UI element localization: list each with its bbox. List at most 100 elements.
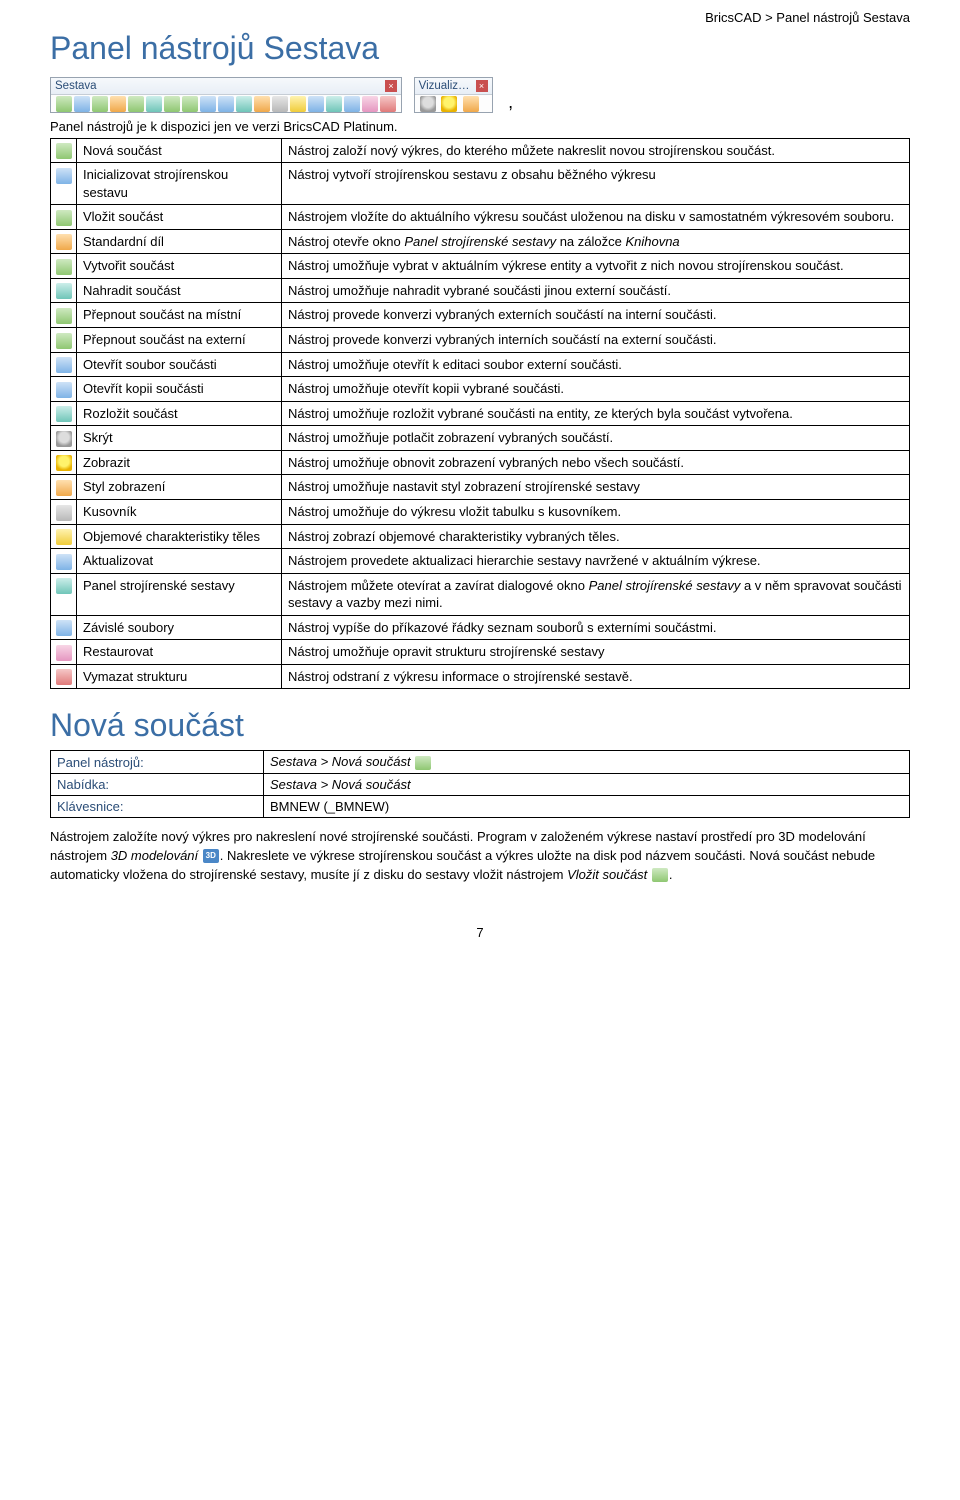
tool-name: Vymazat strukturu <box>77 664 282 689</box>
tool-desc: Nástroj umožňuje opravit strukturu stroj… <box>282 640 910 665</box>
toolbar-icon <box>164 96 180 112</box>
table-row: Otevřít kopii součástiNástroj umožňuje o… <box>51 377 910 402</box>
close-icon: × <box>385 80 397 92</box>
tool-desc: Nástroj odstraní z výkresu informace o s… <box>282 664 910 689</box>
table-row: Nahradit součástNástroj umožňuje nahradi… <box>51 278 910 303</box>
toolbar-icon <box>362 96 378 112</box>
tool-name: Aktualizovat <box>77 549 282 574</box>
tool-icon <box>56 480 72 496</box>
tool-name: Inicializovat strojírenskou sestavu <box>77 163 282 205</box>
tool-name: Kusovník <box>77 499 282 524</box>
toolbar-icon <box>200 96 216 112</box>
toolbar-icon <box>380 96 396 112</box>
tool-icon <box>56 382 72 398</box>
tool-icon <box>56 283 72 299</box>
tool-desc: Nástroj umožňuje potlačit zobrazení vybr… <box>282 426 910 451</box>
tool-name: Zobrazit <box>77 450 282 475</box>
info-value: BMNEW (_BMNEW) <box>264 796 910 818</box>
tool-name: Skrýt <box>77 426 282 451</box>
toolbar-vizualiz-title: Vizualiz… <box>419 80 470 92</box>
tool-icon <box>56 455 72 471</box>
info-row: Panel nástrojů:Sestava > Nová součást <box>51 751 910 774</box>
tool-icon <box>56 143 72 159</box>
tool-desc: Nástroj otevře okno Panel strojírenské s… <box>282 229 910 254</box>
table-row: Inicializovat strojírenskou sestavuNástr… <box>51 163 910 205</box>
tool-icon <box>56 333 72 349</box>
toolbar-icon <box>236 96 252 112</box>
bulb-off-icon <box>420 96 436 112</box>
tool-desc: Nástroj umožňuje obnovit zobrazení vybra… <box>282 450 910 475</box>
tool-name: Závislé soubory <box>77 615 282 640</box>
toolbar-icon <box>272 96 288 112</box>
table-row: Panel strojírenské sestavyNástrojem může… <box>51 573 910 615</box>
page-number: 7 <box>50 925 910 940</box>
toolbar-icon <box>56 96 72 112</box>
tool-desc: Nástroj vypíše do příkazové řádky seznam… <box>282 615 910 640</box>
table-row: Přepnout součást na externíNástroj prove… <box>51 328 910 353</box>
info-table: Panel nástrojů:Sestava > Nová součást Na… <box>50 750 910 818</box>
tool-desc: Nástroj umožňuje do výkresu vložit tabul… <box>282 499 910 524</box>
bulb-on-icon <box>441 96 457 112</box>
close-icon: × <box>476 80 488 92</box>
info-label: Panel nástrojů: <box>51 751 264 774</box>
info-label: Klávesnice: <box>51 796 264 818</box>
trailing-comma: , <box>508 92 513 113</box>
inline-icon <box>415 756 431 770</box>
tool-desc: Nástroj umožňuje nastavit styl zobrazení… <box>282 475 910 500</box>
breadcrumb: BricsCAD > Panel nástrojů Sestava <box>705 10 910 25</box>
tool-desc: Nástroj založí nový výkres, do kterého m… <box>282 138 910 163</box>
tool-name: Standardní díl <box>77 229 282 254</box>
tool-name: Styl zobrazení <box>77 475 282 500</box>
tool-name: Nová součást <box>77 138 282 163</box>
toolbar-icon <box>74 96 90 112</box>
tool-name: Nahradit součást <box>77 278 282 303</box>
tool-icon <box>56 669 72 685</box>
table-row: Přepnout součást na místníNástroj proved… <box>51 303 910 328</box>
toolbar-sestava-title: Sestava <box>55 80 97 92</box>
tool-icon <box>56 259 72 275</box>
tool-name: Restaurovat <box>77 640 282 665</box>
table-row: Styl zobrazeníNástroj umožňuje nastavit … <box>51 475 910 500</box>
tool-name: Rozložit součást <box>77 401 282 426</box>
tool-icon <box>56 234 72 250</box>
tool-name: Otevřít soubor součásti <box>77 352 282 377</box>
info-label: Nabídka: <box>51 774 264 796</box>
tool-desc: Nástroj umožňuje vybrat v aktuálním výkr… <box>282 254 910 279</box>
tool-icon <box>56 578 72 594</box>
tool-icon <box>56 210 72 226</box>
toolbar-icon <box>218 96 234 112</box>
tools-table: Nová součástNástroj založí nový výkres, … <box>50 138 910 690</box>
table-row: Závislé souboryNástroj vypíše do příkazo… <box>51 615 910 640</box>
tool-desc: Nástroj provede konverzi vybraných exter… <box>282 303 910 328</box>
info-row: Klávesnice:BMNEW (_BMNEW) <box>51 796 910 818</box>
table-row: Otevřít soubor součástiNástroj umožňuje … <box>51 352 910 377</box>
info-value: Sestava > Nová součást <box>264 751 910 774</box>
toolbar-icon <box>344 96 360 112</box>
tool-desc: Nástrojem můžete otevírat a zavírat dial… <box>282 573 910 615</box>
tool-desc: Nástroj umožňuje nahradit vybrané součás… <box>282 278 910 303</box>
info-row: Nabídka:Sestava > Nová součást <box>51 774 910 796</box>
tool-icon <box>56 168 72 184</box>
toolbar-icon <box>254 96 270 112</box>
toolbar-icon <box>92 96 108 112</box>
tool-icon <box>56 357 72 373</box>
table-row: SkrýtNástroj umožňuje potlačit zobrazení… <box>51 426 910 451</box>
3d-icon: 3D <box>203 849 219 863</box>
table-row: RestaurovatNástroj umožňuje opravit stru… <box>51 640 910 665</box>
toolbar-icon <box>128 96 144 112</box>
table-row: Vytvořit součástNástroj umožňuje vybrat … <box>51 254 910 279</box>
table-row: ZobrazitNástroj umožňuje obnovit zobraze… <box>51 450 910 475</box>
tool-desc: Nástroj umožňuje otevřít kopii vybrané s… <box>282 377 910 402</box>
table-row: AktualizovatNástrojem provedete aktualiz… <box>51 549 910 574</box>
tool-name: Objemové charakteristiky těles <box>77 524 282 549</box>
section-title: Nová součást <box>50 707 910 744</box>
toolbar-icon <box>110 96 126 112</box>
intro-text: Panel nástrojů je k dispozici jen ve ver… <box>50 119 910 134</box>
table-row: Vložit součástNástrojem vložíte do aktuá… <box>51 205 910 230</box>
info-value: Sestava > Nová součást <box>264 774 910 796</box>
tool-name: Přepnout součást na místní <box>77 303 282 328</box>
table-row: Standardní dílNástroj otevře okno Panel … <box>51 229 910 254</box>
tool-name: Otevřít kopii součásti <box>77 377 282 402</box>
toolbar-sestava: Sestava × <box>50 77 402 113</box>
table-row: Objemové charakteristiky tělesNástroj zo… <box>51 524 910 549</box>
